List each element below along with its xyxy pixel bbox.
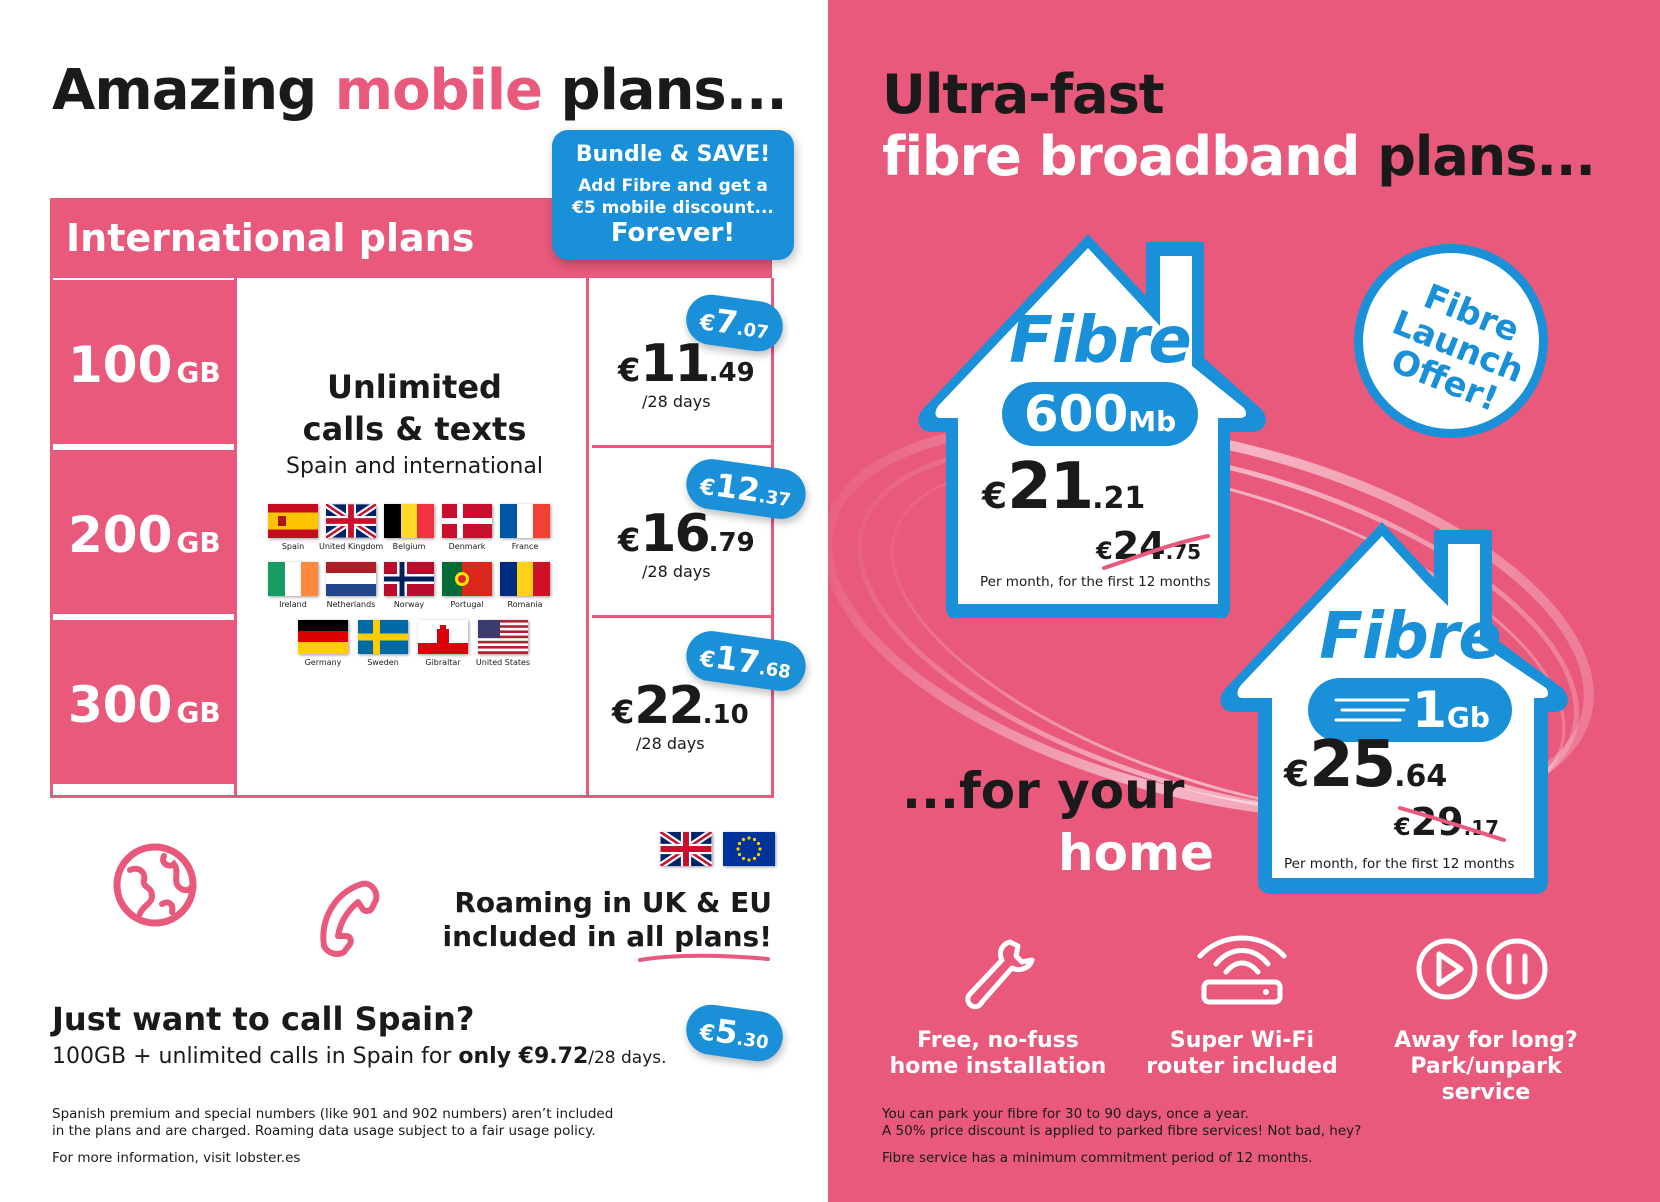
- headline-part3: plans...: [542, 58, 787, 123]
- flag-eu: [723, 832, 776, 866]
- unlimited-line1: Unlimited: [327, 368, 502, 406]
- speed-pill-600mb: 600Mb: [1001, 382, 1199, 446]
- roaming-flags: [658, 829, 776, 870]
- plan-300gb-cell: 300 GB: [50, 620, 234, 784]
- flag-united-states: United States: [471, 620, 535, 667]
- strikethrough: [1102, 534, 1210, 570]
- discount-badge-spain: €5.30: [682, 1001, 787, 1065]
- wrench-icon: [878, 934, 1118, 1014]
- plan-gb-value: 200: [68, 506, 173, 564]
- speed-lines-icon: [1334, 698, 1410, 722]
- fibre-launch-offer-badge: Fibre Launch Offer!: [1354, 244, 1548, 438]
- globe-icon: [112, 842, 198, 932]
- fibre-600mb-price: €21.21: [982, 450, 1146, 524]
- unlimited-line2: calls & texts: [302, 410, 527, 448]
- roaming-text: Roaming in UK & EU included in all plans…: [442, 886, 772, 953]
- mobile-fine-print: Spanish premium and special numbers (lik…: [52, 1106, 614, 1139]
- plan-gb-unit: GB: [176, 356, 221, 389]
- fibre-headline: Ultra-fast fibre broadband plans...: [882, 63, 1596, 188]
- feature-router: Super Wi-Fi router included: [1122, 934, 1362, 1080]
- plan-gb-value: 100: [68, 336, 173, 394]
- swirl-decoration: [828, 420, 1594, 820]
- fibre-1gb-per-month: Per month, for the first 12 months: [1284, 856, 1515, 872]
- fibre-1gb-price: €25.64: [1284, 728, 1448, 802]
- fibre-1gb-card: Fibre 1Gb €25.64 €29.17 Per month, for t…: [1212, 506, 1592, 898]
- fibre-plans-panel: Ultra-fast fibre broadband plans... Fibr…: [828, 0, 1660, 1202]
- flag-romania: Romania: [493, 562, 557, 609]
- router-icon: [1122, 934, 1362, 1014]
- price-300gb: €22.10 /28 days: [612, 676, 749, 753]
- plan-gb-unit: GB: [176, 696, 221, 729]
- play-pause-icon: [1366, 934, 1606, 1014]
- speed-pill-1gb: 1Gb: [1308, 678, 1512, 742]
- flag-germany: Germany: [291, 620, 355, 667]
- bundle-forever: Forever!: [610, 218, 736, 248]
- price-column: €11.49 /28 days €16.79 /28 days €22.10 /…: [592, 278, 772, 796]
- for-your-home-text: ...for your home: [902, 762, 1214, 882]
- flag-united-kingdom: United Kingdom: [319, 504, 383, 551]
- price-period: /28 days: [636, 734, 705, 753]
- fibre-600mb-card: Fibre 600Mb €21.21 €24.75 Per month, for…: [910, 218, 1290, 618]
- feature-park-unpark: Away for long? Park/unpark service: [1366, 934, 1606, 1106]
- flag-sweden: Sweden: [351, 620, 415, 667]
- all-plans-emphasis: all plans!: [626, 920, 772, 953]
- price-200gb: €16.79 /28 days: [592, 448, 772, 618]
- headline-part1: Amazing: [52, 58, 335, 123]
- plan-gb-value: 300: [68, 676, 173, 734]
- flag-uk-roaming: [658, 829, 714, 869]
- more-info-text: For more information, visit lobster.es: [52, 1150, 301, 1166]
- bundle-title: Bundle & SAVE!: [575, 142, 771, 167]
- flag-denmark: Denmark: [435, 504, 499, 551]
- flag-portugal: Portugal: [435, 562, 499, 609]
- flag-netherlands: Netherlands: [319, 562, 383, 609]
- bundle-save-callout: Bundle & SAVE! Add Fibre and get a €5 mob…: [552, 130, 794, 260]
- headline-mobile-word: mobile: [334, 58, 543, 123]
- mobile-plans-panel: Amazing mobile plans... International pl…: [0, 0, 828, 1202]
- flag-norway: Norway: [377, 562, 441, 609]
- flag-spain: Spain: [261, 504, 325, 551]
- unlimited-calls-box: Unlimited calls & texts Spain and intern…: [234, 278, 589, 796]
- international-plans-title: International plans: [66, 216, 475, 260]
- plan-200gb-cell: 200 GB: [50, 450, 234, 614]
- call-spain-title: Just want to call Spain?: [52, 1000, 475, 1038]
- mobile-headline: Amazing mobile plans...: [52, 58, 788, 123]
- flag-gibraltar: Gibraltar: [411, 620, 475, 667]
- fibre-600mb-per-month: Per month, for the first 12 months: [980, 574, 1211, 590]
- flag-belgium: Belgium: [377, 504, 441, 551]
- plan-100gb-cell: 100 GB: [50, 280, 234, 444]
- fibre-fine-print: You can park your fibre for 30 to 90 day…: [882, 1106, 1362, 1139]
- commitment-period-text: Fibre service has a minimum commitment p…: [882, 1150, 1313, 1166]
- data-allowance-column: 100 GB 200 GB 300 GB: [50, 280, 234, 790]
- flag-france: France: [493, 504, 557, 551]
- fibre-title: Fibre: [1319, 600, 1501, 674]
- price-100gb: €11.49 /28 days: [592, 278, 772, 448]
- feature-installation: Free, no-fuss home installation: [878, 934, 1118, 1080]
- strikethrough: [1398, 806, 1506, 842]
- fibre-title: Fibre: [1009, 304, 1191, 378]
- phone-icon: [316, 878, 388, 962]
- price-period: /28 days: [642, 562, 711, 581]
- unlimited-title: Unlimited calls & texts: [237, 366, 592, 450]
- all-plans-underline: [636, 950, 772, 969]
- call-spain-text: 100GB + unlimited calls in Spain for onl…: [52, 1044, 667, 1069]
- flag-ireland: Ireland: [261, 562, 325, 609]
- price-period: /28 days: [642, 392, 711, 411]
- unlimited-subtitle: Spain and international: [286, 454, 543, 479]
- plan-gb-unit: GB: [176, 526, 221, 559]
